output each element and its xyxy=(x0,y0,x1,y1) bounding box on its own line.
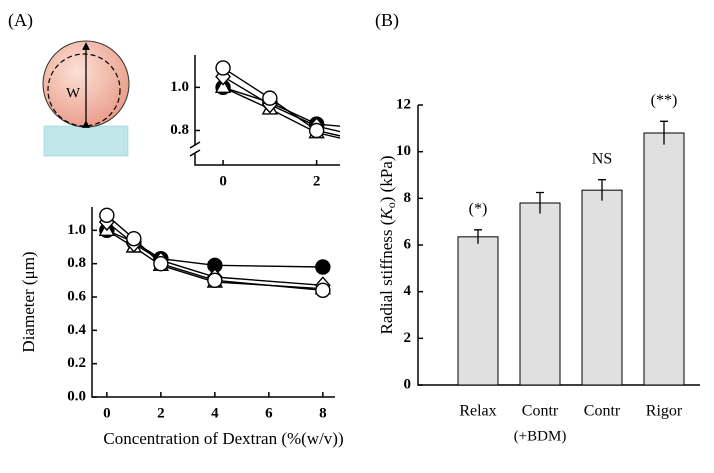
point xyxy=(207,272,223,289)
x-tick-label: 0 xyxy=(103,405,111,421)
y-tick-label: 0.2 xyxy=(67,355,86,371)
point xyxy=(153,255,169,272)
line xyxy=(222,75,340,133)
y-tick-label: 1.0 xyxy=(170,79,189,95)
x-axis-label: Concentration of Dextran (%(w/v)) xyxy=(103,429,343,448)
x-tick-label: Relax xyxy=(459,403,496,420)
y-tick-label: 6 xyxy=(404,236,412,252)
y-tick-label: 0.6 xyxy=(67,288,86,304)
x-tick-label: 4 xyxy=(211,405,219,421)
point xyxy=(308,122,325,139)
x-tick-label: 8 xyxy=(319,405,327,421)
x-tick-label: 6 xyxy=(265,405,273,421)
x-tick-label: 2 xyxy=(313,173,321,189)
y-axis-label: Radial stiffness (Ko) (kPa) xyxy=(377,156,398,335)
point xyxy=(262,90,278,106)
y-axis-label-symbol: K xyxy=(377,207,396,221)
sphere-diagram: W xyxy=(42,40,130,157)
error-bar xyxy=(474,229,482,244)
plot-area xyxy=(98,207,332,299)
point xyxy=(315,259,331,275)
bar xyxy=(581,189,623,386)
point xyxy=(403,126,417,140)
x-tick-label: 0 xyxy=(219,173,227,189)
bar xyxy=(457,236,499,386)
y-tick-label: 2 xyxy=(404,330,412,346)
y-tick-label: 0 xyxy=(404,376,412,392)
y-tick-label: 10 xyxy=(396,143,411,159)
annotation: (*) xyxy=(469,201,488,218)
x-tick-label: Contr xyxy=(522,403,559,420)
line xyxy=(222,86,340,127)
y-axis-label: Diameter (μm) xyxy=(19,251,38,352)
point xyxy=(99,207,115,224)
x-tick-label: Rigor xyxy=(646,403,683,420)
plot-area xyxy=(214,60,417,140)
error-bar xyxy=(660,120,668,145)
point xyxy=(214,77,232,94)
y-tick-label: 1.0 xyxy=(67,222,86,238)
y-axis-label-part: ) (kPa) xyxy=(377,156,396,203)
bar xyxy=(643,132,685,386)
point xyxy=(215,60,231,76)
axis-break xyxy=(189,141,201,157)
annotation: (**) xyxy=(651,92,678,109)
y-tick-label: 0.8 xyxy=(170,122,189,138)
line xyxy=(222,86,340,139)
diagram-label: W xyxy=(66,85,81,101)
y-axis-label-subscript: o xyxy=(384,202,398,208)
y-axis-label-part: Radial stiffness ( xyxy=(377,219,396,334)
point xyxy=(126,230,142,247)
x-tick-label: Contr xyxy=(584,403,621,420)
error-bar xyxy=(598,179,606,201)
error-bar xyxy=(536,191,544,214)
x-tick-label: 2 xyxy=(157,405,165,421)
line xyxy=(222,67,340,137)
point xyxy=(315,282,331,299)
panel-label: (A) xyxy=(8,10,33,31)
panel-label: (B) xyxy=(375,10,399,31)
x-tick-sublabel: (+BDM) xyxy=(514,428,567,444)
y-tick-label: 4 xyxy=(404,283,412,299)
y-tick-label: 8 xyxy=(404,190,412,206)
y-tick-label: 12 xyxy=(396,96,411,112)
annotation: NS xyxy=(592,150,612,167)
y-tick-label: 0.8 xyxy=(67,255,86,271)
bar xyxy=(519,202,561,386)
y-tick-label: 0.4 xyxy=(67,322,86,338)
y-tick-label: 0.0 xyxy=(67,388,86,404)
